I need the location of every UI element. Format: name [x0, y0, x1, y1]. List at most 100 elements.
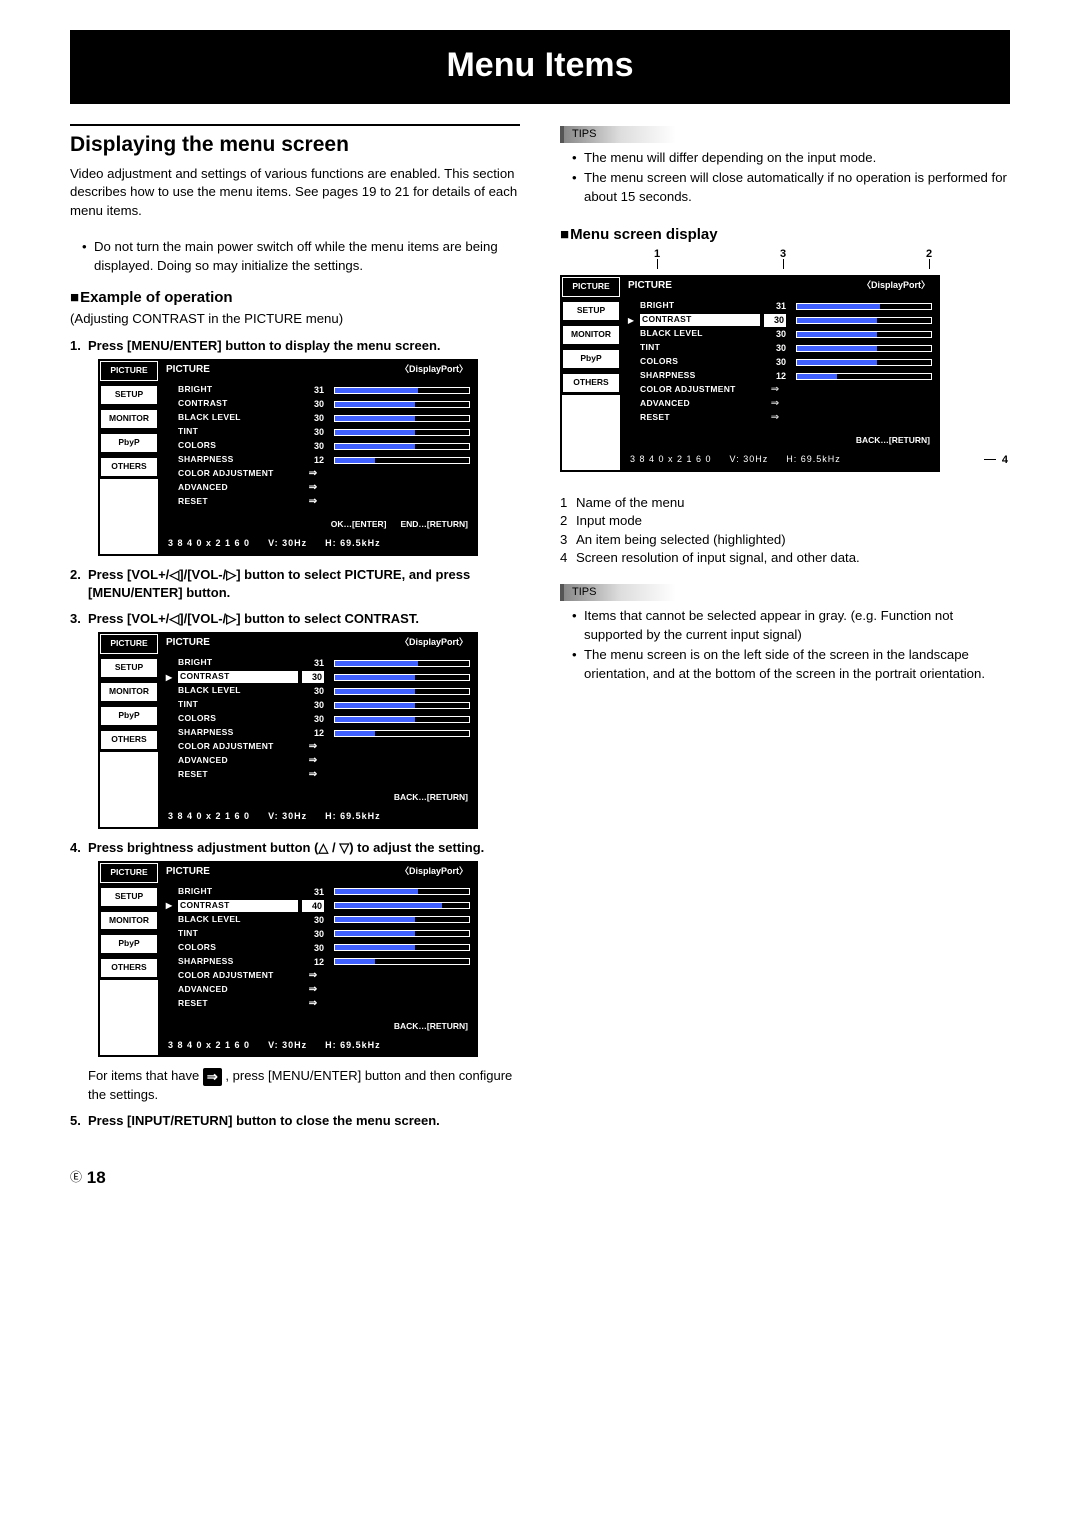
menu-row[interactable]: BLACK LEVEL30 — [164, 411, 470, 425]
menu-row[interactable]: BRIGHT31 — [164, 656, 470, 670]
menu-row[interactable]: TINT30 — [164, 425, 470, 439]
menu-row[interactable]: BRIGHT31 — [164, 383, 470, 397]
menu-title: PICTURE — [166, 363, 210, 377]
footer-back: BACK…[RETURN] — [856, 435, 930, 447]
tab-others[interactable]: OTHERS — [100, 457, 158, 477]
page-number: Ⓔ 18 — [70, 1166, 1010, 1190]
tab-setup[interactable]: SETUP — [100, 887, 158, 907]
menu-title: PICTURE — [628, 279, 672, 293]
menu-row[interactable]: ▶CONTRAST30 — [626, 313, 932, 327]
right-column: TIPS The menu will differ depending on t… — [560, 124, 1010, 1137]
menu-row-submenu[interactable]: RESET⇒ — [164, 997, 470, 1011]
step-3: Press [VOL+/◁]/[VOL-/▷] button to select… — [70, 610, 520, 829]
tab-pbyp[interactable]: PbyP — [100, 433, 158, 453]
submenu-icon: ⇒ — [203, 1068, 222, 1086]
legend-item: 4Screen resolution of input signal, and … — [560, 549, 1010, 567]
step-4-note: For items that have ⇒ , press [MENU/ENTE… — [88, 1067, 520, 1104]
tab-pbyp[interactable]: PbyP — [100, 706, 158, 726]
section-heading: Displaying the menu screen — [70, 124, 520, 159]
menu-row[interactable]: COLORS30 — [164, 439, 470, 453]
footer-ok: OK…[ENTER] — [331, 519, 387, 531]
tab-others[interactable]: OTHERS — [100, 730, 158, 750]
menu-screenshot-3: PICTURE SETUP MONITOR PbyP OTHERS PICTUR… — [98, 861, 478, 1057]
menu-row[interactable]: TINT30 — [626, 341, 932, 355]
status-hkhz: H: 69.5kHz — [325, 537, 381, 550]
menu-row[interactable]: CONTRAST30 — [164, 397, 470, 411]
tab-setup[interactable]: SETUP — [562, 301, 620, 321]
tab-setup[interactable]: SETUP — [100, 385, 158, 405]
legend-item: 3An item being selected (highlighted) — [560, 531, 1010, 549]
page-title: Menu Items — [70, 30, 1010, 104]
legend-list: 1Name of the menu 2Input mode 3An item b… — [560, 494, 1010, 568]
tab-picture[interactable]: PICTURE — [100, 361, 158, 381]
sub-heading: Menu screen display — [560, 224, 1010, 245]
status-hkhz: H: 69.5kHz — [325, 810, 381, 823]
tab-picture[interactable]: PICTURE — [100, 634, 158, 654]
menu-row[interactable]: BLACK LEVEL30 — [164, 913, 470, 927]
menu-screenshot-2: PICTURE SETUP MONITOR PbyP OTHERS PICTUR… — [98, 632, 478, 828]
tab-setup[interactable]: SETUP — [100, 658, 158, 678]
menu-row-submenu[interactable]: ADVANCED⇒ — [164, 754, 470, 768]
menu-row[interactable]: BLACK LEVEL30 — [164, 684, 470, 698]
menu-row-submenu[interactable]: COLOR ADJUSTMENT⇒ — [164, 467, 470, 481]
tab-others[interactable]: OTHERS — [562, 373, 620, 393]
input-mode-label: 〈DisplayPort〉 — [400, 865, 468, 879]
tab-picture[interactable]: PICTURE — [100, 863, 158, 883]
menu-row[interactable]: SHARPNESS12 — [626, 369, 932, 383]
tip-item: The menu screen is on the left side of t… — [572, 646, 1010, 683]
status-res: 3 8 4 0 x 2 1 6 0 — [630, 453, 712, 466]
menu-row[interactable]: BRIGHT31 — [164, 885, 470, 899]
caution-block: Do not turn the main power switch off wh… — [70, 238, 520, 275]
status-res: 3 8 4 0 x 2 1 6 0 — [168, 537, 250, 550]
input-mode-label: 〈DisplayPort〉 — [400, 363, 468, 377]
tab-pbyp[interactable]: PbyP — [100, 934, 158, 954]
menu-row-submenu[interactable]: ADVANCED⇒ — [164, 983, 470, 997]
step-1: Press [MENU/ENTER] button to display the… — [70, 337, 520, 556]
status-vhz: V: 30Hz — [268, 537, 307, 550]
menu-list: BRIGHT31CONTRAST30BLACK LEVEL30TINT30COL… — [162, 379, 472, 511]
menu-row-submenu[interactable]: ADVANCED⇒ — [626, 397, 932, 411]
tip-item: The menu screen will close automatically… — [572, 169, 1010, 206]
status-vhz: V: 30Hz — [730, 453, 769, 466]
tab-monitor[interactable]: MONITOR — [100, 911, 158, 931]
menu-row[interactable]: BLACK LEVEL30 — [626, 327, 932, 341]
tab-monitor[interactable]: MONITOR — [100, 409, 158, 429]
menu-row[interactable]: ▶CONTRAST40 — [164, 899, 470, 913]
menu-title: PICTURE — [166, 865, 210, 879]
menu-row[interactable]: COLORS30 — [164, 941, 470, 955]
menu-row[interactable]: TINT30 — [164, 927, 470, 941]
sub-heading: Example of operation — [70, 287, 520, 308]
menu-row[interactable]: TINT30 — [164, 698, 470, 712]
menu-row-submenu[interactable]: RESET⇒ — [164, 495, 470, 509]
menu-row-submenu[interactable]: COLOR ADJUSTMENT⇒ — [164, 740, 470, 754]
tab-pbyp[interactable]: PbyP — [562, 349, 620, 369]
tab-others[interactable]: OTHERS — [100, 958, 158, 978]
menu-row[interactable]: COLORS30 — [626, 355, 932, 369]
footer-back: BACK…[RETURN] — [394, 1021, 468, 1033]
menu-screenshot-1: PICTURE SETUP MONITOR PbyP OTHERS PICTUR… — [98, 359, 478, 555]
menu-row[interactable]: COLORS30 — [164, 712, 470, 726]
menu-row-submenu[interactable]: RESET⇒ — [164, 768, 470, 782]
menu-row[interactable]: ▶CONTRAST30 — [164, 670, 470, 684]
tips-list-1: The menu will differ depending on the in… — [560, 149, 1010, 206]
footer-end: END…[RETURN] — [400, 519, 468, 531]
menu-row[interactable]: SHARPNESS12 — [164, 955, 470, 969]
menu-row-submenu[interactable]: RESET⇒ — [626, 411, 932, 425]
step-4: Press brightness adjustment button (△ / … — [70, 839, 520, 1105]
tab-monitor[interactable]: MONITOR — [562, 325, 620, 345]
tab-picture[interactable]: PICTURE — [562, 277, 620, 297]
menu-row[interactable]: SHARPNESS12 — [164, 453, 470, 467]
status-vhz: V: 30Hz — [268, 1039, 307, 1052]
menu-row-submenu[interactable]: COLOR ADJUSTMENT⇒ — [626, 383, 932, 397]
caution-item: Do not turn the main power switch off wh… — [82, 238, 520, 275]
annot-4: 4 — [1002, 453, 1008, 468]
tips-header: TIPS — [560, 584, 676, 601]
menu-row[interactable]: BRIGHT31 — [626, 299, 932, 313]
tab-monitor[interactable]: MONITOR — [100, 682, 158, 702]
legend-item: 1Name of the menu — [560, 494, 1010, 512]
menu-row-submenu[interactable]: COLOR ADJUSTMENT⇒ — [164, 969, 470, 983]
status-res: 3 8 4 0 x 2 1 6 0 — [168, 810, 250, 823]
menu-title: PICTURE — [166, 636, 210, 650]
menu-row[interactable]: SHARPNESS12 — [164, 726, 470, 740]
menu-row-submenu[interactable]: ADVANCED⇒ — [164, 481, 470, 495]
